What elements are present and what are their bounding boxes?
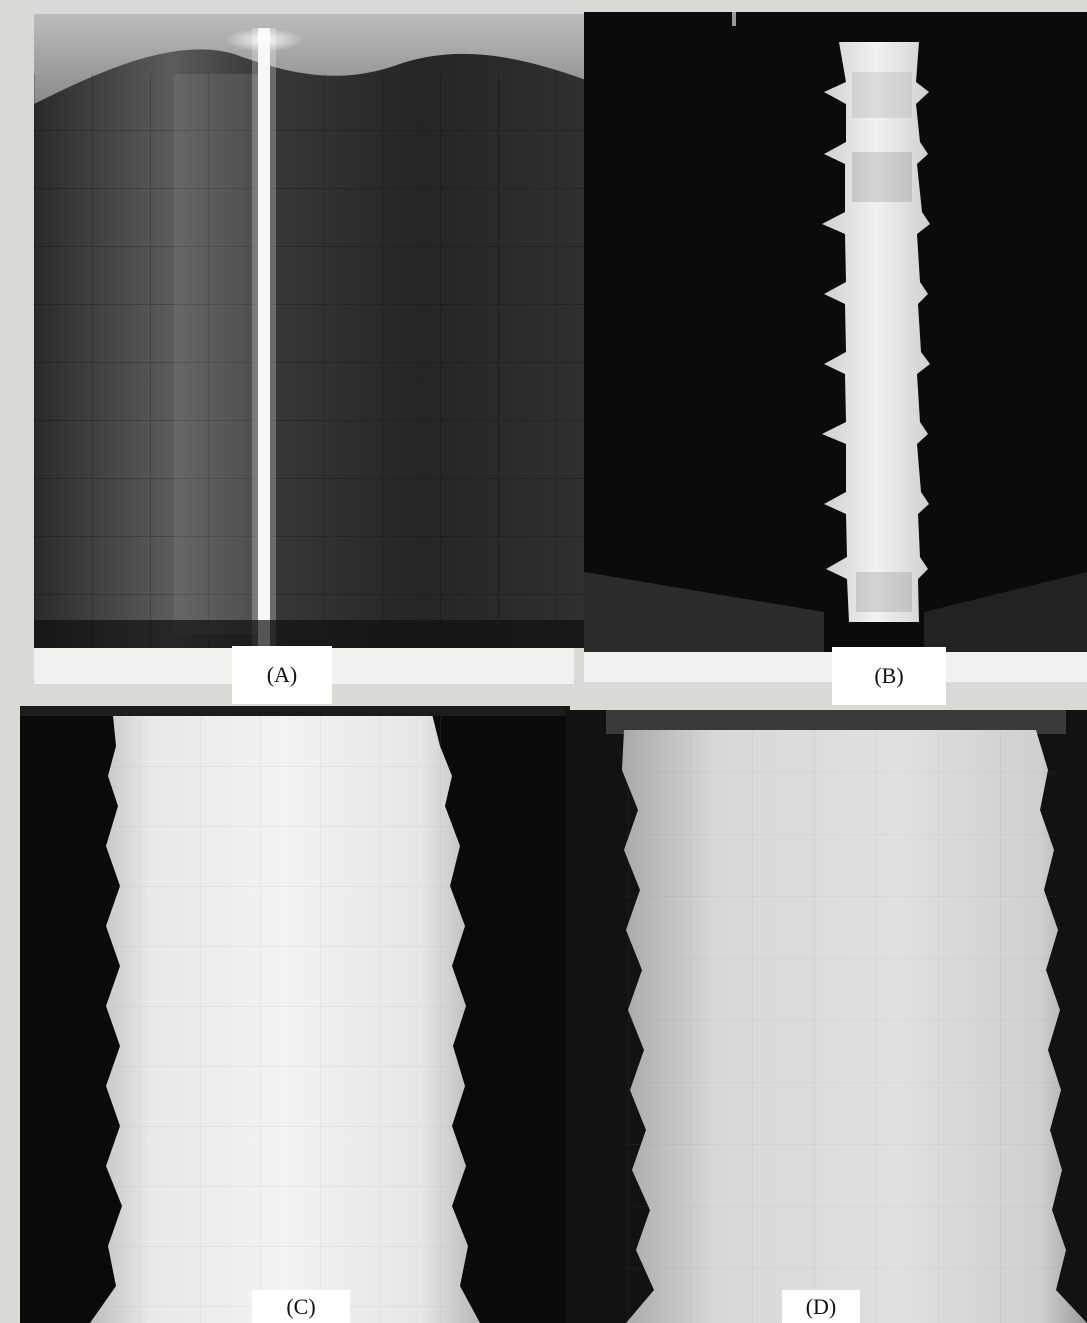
photo-panel-c <box>20 706 570 1323</box>
panel-c-label: (C) <box>252 1290 350 1323</box>
photo-d-graphic <box>566 710 1087 1323</box>
panel-b-label: (B) <box>832 647 946 705</box>
photo-panel-a <box>34 14 586 648</box>
photo-panel-b <box>584 12 1087 652</box>
panel-d-label: (D) <box>782 1290 860 1323</box>
photo-a-graphic <box>34 14 586 648</box>
panel-a-label: (A) <box>232 646 332 704</box>
photo-b-graphic <box>584 12 1087 652</box>
photo-c-graphic <box>20 706 570 1323</box>
photo-panel-d <box>566 710 1087 1323</box>
